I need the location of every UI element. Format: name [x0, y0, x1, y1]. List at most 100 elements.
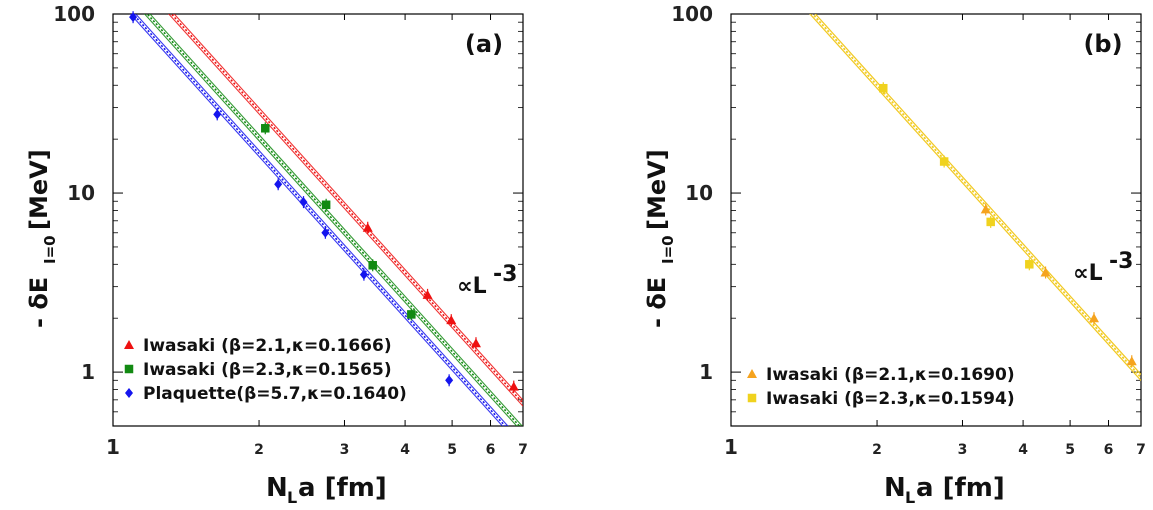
x-tick-label: 3	[340, 442, 350, 458]
data-point	[879, 83, 888, 93]
y-tick-label: 10	[685, 181, 713, 205]
slope-annotation: ∝L	[1073, 261, 1103, 286]
data-point	[362, 222, 373, 232]
slope-annotation: ∝L	[457, 274, 487, 299]
x-tick-label: 5	[1065, 442, 1075, 458]
x-label-rest: a [fm]	[916, 473, 1005, 503]
fit-line	[131, 14, 507, 426]
data-point	[445, 375, 454, 386]
x-tick-label: 2	[254, 442, 264, 458]
y-label-sub: I=0	[659, 235, 677, 264]
legend-marker	[747, 369, 757, 378]
series-2	[261, 122, 416, 321]
fit-line	[811, 14, 1141, 379]
data-point	[359, 269, 368, 280]
y-tick-label: 1	[81, 360, 95, 384]
x-tick-label: 6	[1104, 442, 1114, 458]
data-point	[1126, 356, 1137, 366]
y-tick-label: 100	[53, 2, 95, 26]
fit-band-lower	[809, 14, 1141, 381]
data-point	[213, 109, 222, 120]
y-label-post: [MeV]	[643, 149, 671, 230]
fit-band-lower	[143, 14, 518, 426]
legend-label: Iwasaki (β=2.3,κ=0.1565)	[143, 360, 392, 380]
data-point	[446, 315, 457, 325]
data-point	[422, 289, 433, 299]
y-axis-label: - δE I=0 [MeV]	[643, 149, 677, 328]
y-label-sub: I=0	[41, 235, 59, 264]
legend: Iwasaki (β=2.1,κ=0.1690) Iwasaki (β=2.3,κ…	[747, 365, 1015, 409]
x-tick-label: 4	[400, 442, 410, 458]
data-point	[261, 124, 270, 133]
fit-band-upper	[173, 14, 523, 401]
x-label-sub: L	[287, 488, 297, 507]
legend-marker	[747, 393, 757, 403]
panel-label: (a)	[465, 30, 503, 58]
panel-label: (b)	[1083, 30, 1122, 58]
x-tick-label: 7	[1136, 442, 1146, 458]
data-point	[321, 200, 331, 210]
fit-band-upper	[149, 14, 523, 426]
slope-annotation-exponent: -3	[493, 262, 517, 287]
data-point	[299, 197, 308, 208]
x-tick-label: 4	[1018, 442, 1028, 458]
data-point	[274, 179, 283, 190]
fit-line	[146, 14, 521, 426]
data-point	[986, 217, 995, 227]
data-point	[129, 12, 138, 23]
y-label-pre: - δE	[25, 277, 53, 328]
plot-frame	[112, 13, 524, 427]
data-point	[470, 338, 481, 348]
data-point	[980, 204, 991, 214]
fit-lines	[809, 14, 1141, 381]
fit-band-lower	[168, 14, 523, 407]
y-label-post: [MeV]	[25, 149, 53, 230]
y-tick-label: 1	[699, 360, 713, 384]
x-label-main: N	[266, 473, 288, 503]
x-label-rest: a [fm]	[298, 473, 387, 503]
y-tick-label: 100	[671, 2, 713, 26]
data-point	[1040, 267, 1051, 277]
legend-label: Iwasaki (β=2.3,κ=0.1594)	[766, 389, 1015, 409]
y-label-pre: - δE	[643, 277, 671, 328]
data-point	[508, 381, 519, 391]
slope-annotation-exponent: -3	[1109, 249, 1133, 274]
data-point	[407, 310, 416, 319]
data-point	[321, 227, 330, 238]
series-3	[129, 11, 454, 387]
legend-marker	[124, 340, 134, 349]
series-2	[879, 82, 1034, 271]
fit-band-upper	[814, 14, 1141, 375]
fit-band-upper	[134, 14, 509, 426]
legend-marker	[125, 388, 133, 398]
series-1	[980, 203, 1137, 368]
data-point	[939, 157, 949, 166]
data-point	[1088, 313, 1099, 323]
x-tick-label: 3	[958, 442, 968, 458]
x-tick-label: 6	[486, 442, 496, 458]
legend-label: Iwasaki (β=2.1,κ=0.1666)	[143, 336, 392, 356]
series-1	[362, 221, 519, 393]
x-tick-label: 1	[106, 435, 120, 459]
fit-band-lower	[809, 14, 1141, 381]
x-tick-label: 5	[447, 442, 457, 458]
x-tick-label: 7	[518, 442, 528, 458]
legend: Iwasaki (β=2.1,κ=0.1666) Iwasaki (β=2.3,κ…	[124, 336, 407, 404]
fit-line	[811, 14, 1141, 379]
fit-line	[170, 14, 523, 404]
x-tick-label: 2	[872, 442, 882, 458]
data-point	[368, 261, 377, 270]
legend-label: Plaquette(β=5.7,κ=0.1640)	[143, 384, 407, 404]
data-point	[1025, 260, 1034, 269]
fit-lines	[129, 14, 523, 426]
fit-band-lower	[129, 14, 504, 426]
y-tick-label: 10	[67, 181, 95, 205]
legend-marker	[124, 364, 134, 374]
x-label-sub: L	[905, 488, 915, 507]
plot-frame	[730, 13, 1142, 427]
